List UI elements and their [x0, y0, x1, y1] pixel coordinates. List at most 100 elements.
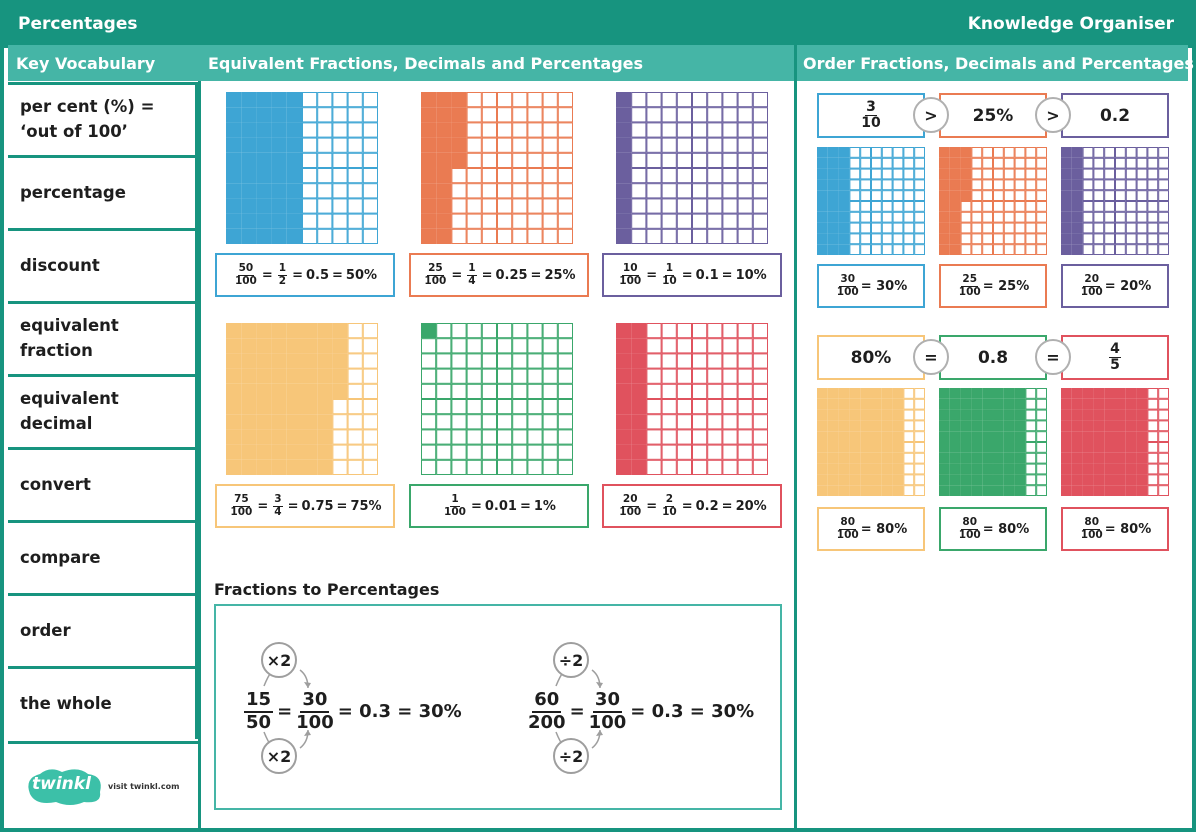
- empty-cell: [860, 147, 872, 158]
- equation-text: =: [261, 267, 273, 283]
- empty-cell: [527, 353, 543, 369]
- empty-cell: [1093, 233, 1105, 245]
- empty-cell: [722, 92, 738, 108]
- empty-cell: [631, 152, 647, 168]
- divider: [198, 81, 201, 828]
- filled-cell: [1136, 420, 1148, 432]
- empty-cell: [892, 157, 904, 169]
- empty-cell: [1147, 452, 1159, 464]
- empty-cell: [707, 338, 723, 354]
- filled-cell: [256, 213, 272, 229]
- empty-cell: [914, 233, 925, 245]
- empty-cell: [527, 152, 543, 168]
- empty-cell: [481, 137, 497, 153]
- empty-cell: [646, 137, 662, 153]
- empty-cell: [1158, 409, 1169, 421]
- empty-cell: [362, 429, 378, 445]
- empty-cell: [661, 444, 677, 460]
- vocab-item: compare: [8, 520, 198, 593]
- empty-cell: [347, 107, 363, 123]
- empty-cell: [1025, 222, 1037, 234]
- filled-cell: [421, 152, 437, 168]
- empty-cell: [1158, 179, 1169, 191]
- empty-cell: [722, 323, 738, 339]
- empty-cell: [527, 459, 543, 475]
- filled-cell: [631, 368, 647, 384]
- filled-cell: [317, 414, 333, 430]
- empty-cell: [481, 183, 497, 199]
- empty-cell: [557, 368, 573, 384]
- filled-cell: [939, 222, 950, 234]
- filled-cell: [1071, 485, 1083, 496]
- filled-cell: [317, 368, 333, 384]
- filled-cell: [892, 474, 904, 486]
- filled-cell: [939, 442, 950, 453]
- empty-cell: [971, 157, 983, 169]
- filled-cell: [971, 409, 983, 421]
- empty-cell: [737, 198, 753, 214]
- denominator: 10: [662, 505, 677, 518]
- equation-text: =: [530, 267, 542, 283]
- empty-cell: [692, 168, 708, 184]
- empty-cell: [436, 353, 452, 369]
- empty-cell: [993, 244, 1004, 255]
- empty-cell: [1036, 179, 1047, 191]
- filled-cell: [993, 431, 1004, 443]
- empty-cell: [1093, 201, 1105, 212]
- empty-cell: [971, 244, 983, 255]
- empty-cell: [903, 474, 915, 486]
- filled-cell: [616, 213, 632, 229]
- equation-text: =: [481, 267, 493, 283]
- filled-cell: [286, 152, 302, 168]
- empty-cell: [302, 228, 318, 244]
- empty-cell: [332, 122, 348, 138]
- page-subtitle: Knowledge Organiser: [967, 14, 1174, 34]
- denominator: 100: [619, 274, 642, 287]
- empty-cell: [914, 452, 925, 464]
- filled-cell: [421, 122, 437, 138]
- hundred-grid: [616, 323, 768, 475]
- filled-cell: [838, 244, 850, 255]
- empty-cell: [1014, 222, 1026, 234]
- empty-cell: [982, 244, 994, 255]
- filled-cell: [1014, 388, 1026, 399]
- filled-cell: [982, 485, 994, 496]
- ftp-right-a-den: 200: [528, 711, 566, 733]
- empty-cell: [631, 137, 647, 153]
- filled-cell: [286, 137, 302, 153]
- filled-cell: [849, 485, 861, 496]
- empty-cell: [466, 429, 482, 445]
- empty-cell: [557, 168, 573, 184]
- equation-text: 25%: [972, 105, 1014, 126]
- empty-cell: [1147, 485, 1159, 496]
- filled-cell: [271, 168, 287, 184]
- filled-cell: [286, 353, 302, 369]
- filled-cell: [451, 152, 467, 168]
- empty-cell: [707, 383, 723, 399]
- empty-cell: [317, 198, 333, 214]
- empty-cell: [1093, 168, 1105, 180]
- empty-cell: [1147, 157, 1159, 169]
- denominator: 100: [1080, 285, 1103, 298]
- empty-cell: [1136, 244, 1148, 255]
- filled-cell: [317, 338, 333, 354]
- empty-cell: [302, 168, 318, 184]
- filled-cell: [226, 399, 242, 415]
- equation-text: 10%: [735, 267, 767, 283]
- filled-cell: [226, 429, 242, 445]
- empty-cell: [1003, 147, 1015, 158]
- empty-cell: [752, 414, 768, 430]
- filled-cell: [949, 388, 961, 399]
- filled-cell: [881, 431, 893, 443]
- filled-cell: [286, 414, 302, 430]
- filled-cell: [241, 414, 257, 430]
- empty-cell: [317, 213, 333, 229]
- empty-cell: [421, 429, 437, 445]
- filled-cell: [1104, 442, 1116, 453]
- vocab-item: convert: [8, 447, 198, 520]
- ftp-left-b-num: 30: [300, 689, 330, 713]
- filled-cell: [302, 383, 318, 399]
- empty-cell: [676, 414, 692, 430]
- twinkl-link[interactable]: visit twinkl.com: [108, 782, 180, 791]
- empty-cell: [631, 122, 647, 138]
